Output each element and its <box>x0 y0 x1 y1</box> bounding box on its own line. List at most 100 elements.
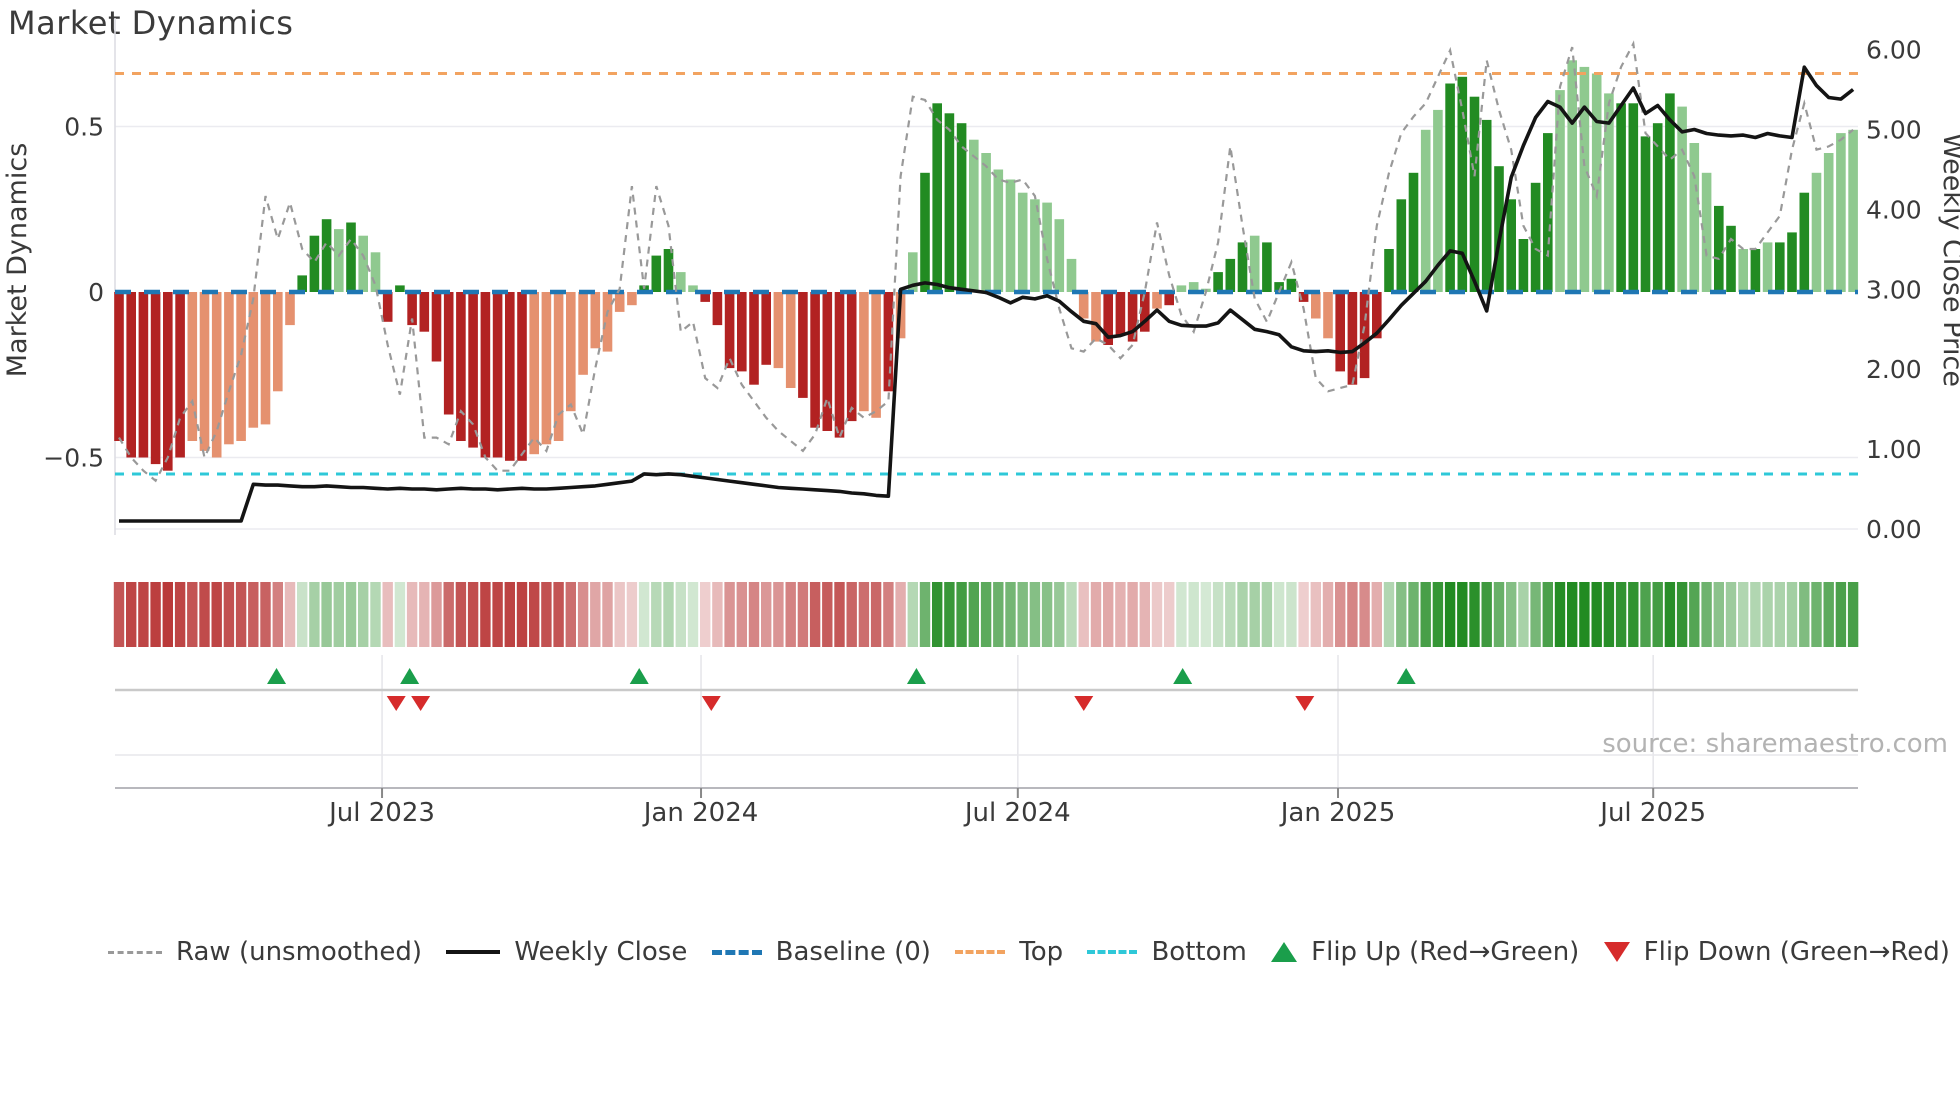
oscillator-bar <box>1103 292 1113 345</box>
heatmap-cell <box>846 582 857 647</box>
oscillator-bar <box>1640 136 1651 292</box>
oscillator-bar <box>382 292 393 322</box>
oscillator-bar <box>1176 285 1187 292</box>
heatmap-cell <box>553 582 564 647</box>
heatmap-cell <box>1506 582 1517 647</box>
heatmap-cell <box>284 582 296 647</box>
heatmap-cell <box>822 582 833 647</box>
oscillator-bar <box>1494 166 1504 292</box>
oscillator-bar <box>1237 242 1248 292</box>
legend-item-baseline: Baseline (0) <box>711 937 931 967</box>
x-axis-tick-label: Jan 2025 <box>1279 798 1396 828</box>
x-axis-tick-label: Jul 2025 <box>1598 798 1706 828</box>
oscillator-bar <box>920 172 930 292</box>
heatmap-cell <box>1347 582 1358 647</box>
oscillator-bar <box>187 292 198 441</box>
oscillator-bar <box>1591 73 1602 292</box>
oscillator-bar <box>712 292 723 326</box>
heatmap-cell <box>1054 582 1065 647</box>
heatmap-cell <box>260 582 271 647</box>
heatmap-cell <box>577 582 589 647</box>
heatmap-cell <box>1640 582 1651 647</box>
oscillator-bar <box>1481 119 1492 292</box>
heatmap-cell <box>1591 582 1602 647</box>
oscillator-bar <box>1066 258 1077 292</box>
oscillator-bar <box>1750 249 1761 292</box>
chart-legend: Raw (unsmoothed) Weekly Close Baseline (… <box>108 928 1950 976</box>
oscillator-bar <box>1628 103 1639 292</box>
heatmap-cell <box>358 582 369 647</box>
heatmap-cell <box>614 582 625 647</box>
oscillator-bar <box>785 292 796 388</box>
heatmap-cell <box>504 582 515 647</box>
oscillator-bar <box>1286 278 1297 292</box>
flip-up-marker <box>1396 668 1416 684</box>
flip-up-marker <box>906 668 926 684</box>
oscillator-bar <box>407 292 417 326</box>
oscillator-bar <box>1054 219 1065 292</box>
oscillator-bar <box>1140 292 1150 332</box>
oscillator-bar <box>932 103 942 292</box>
heatmap-cell <box>834 582 845 647</box>
legend-label-bottom: Bottom <box>1151 937 1247 967</box>
right-axis-tick-label: 4.00 <box>1866 195 1922 224</box>
oscillator-bar <box>456 292 466 441</box>
oscillator-bar <box>480 292 491 458</box>
x-axis-tick-label: Jul 2024 <box>963 798 1071 828</box>
oscillator-bar <box>1738 249 1748 292</box>
oscillator-bar <box>517 292 527 461</box>
heatmap-cell <box>406 582 418 647</box>
oscillator-bar <box>1311 292 1321 319</box>
oscillator-bar <box>443 292 454 415</box>
heatmap-cell <box>1530 582 1541 647</box>
left-axis-tick-label: −0.5 <box>43 444 104 473</box>
oscillator-bar <box>859 292 869 412</box>
flip-up-triangle-icon <box>1271 942 1298 962</box>
flip-markers <box>267 668 1416 711</box>
heatmap-cell <box>248 582 259 647</box>
oscillator-bar <box>737 292 747 372</box>
heatmap-cell <box>1835 582 1847 647</box>
heatmap-cell <box>1371 582 1382 647</box>
heatmap-cell <box>1115 582 1126 647</box>
oscillator-bar <box>602 292 613 352</box>
heatmap-cell <box>1335 582 1346 647</box>
heatmap-cell <box>1090 582 1102 647</box>
heatmap-cell <box>1628 582 1639 647</box>
oscillator-bar <box>114 292 124 441</box>
legend-label-baseline: Baseline (0) <box>775 937 931 967</box>
flip-up-marker <box>400 668 420 684</box>
heatmap-cell <box>590 582 601 647</box>
heatmap-cell <box>1457 582 1468 647</box>
oscillator-bar <box>1726 225 1736 292</box>
baseline-swatch-icon <box>711 949 762 955</box>
raw-line <box>118 40 1854 483</box>
heatmap-cell <box>541 582 552 647</box>
heatmap-cell <box>883 582 894 647</box>
heatmap-cell <box>199 582 210 647</box>
market-dynamics-chart: 0.5 0 −0.5 6.00 5.00 4.00 3.00 2.00 1.00 0.00 Jul … <box>2 18 1960 828</box>
heatmap-cell <box>1310 582 1321 647</box>
heatmap-cell <box>638 582 650 647</box>
heatmap-cell <box>663 582 674 647</box>
heatmap-cell <box>1041 582 1053 647</box>
heatmap-cell <box>1786 582 1798 647</box>
oscillator-bar <box>908 252 918 292</box>
oscillator-bar <box>1579 66 1590 293</box>
heatmap-cell <box>785 582 796 647</box>
heatmap-cell <box>956 582 967 647</box>
heatmap-cell <box>858 582 870 647</box>
page-title: Market Dynamics <box>8 4 294 42</box>
raw-line-swatch-icon <box>108 950 162 954</box>
oscillator-bar <box>1323 292 1333 339</box>
heatmap-cell <box>321 582 332 647</box>
heatmap-cell <box>1273 582 1285 647</box>
oscillator-bar <box>1701 172 1712 292</box>
heatmap-cell <box>1579 582 1590 647</box>
oscillator-bar <box>126 292 136 458</box>
oscillator-bar <box>1567 60 1577 292</box>
oscillator-bar <box>1042 202 1052 292</box>
heatmap-cell <box>1652 582 1663 647</box>
heatmap-cell <box>773 582 784 647</box>
heatmap-cell <box>1237 582 1248 647</box>
